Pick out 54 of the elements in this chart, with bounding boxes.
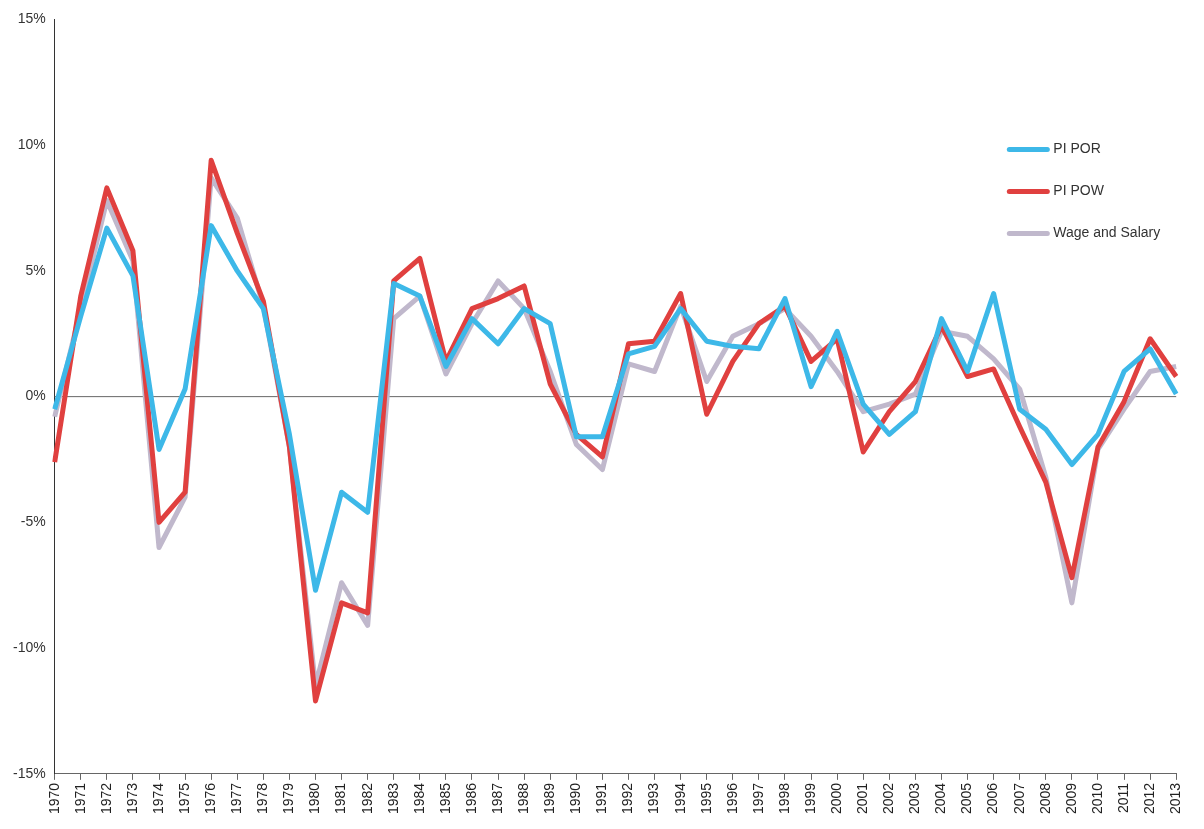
x-tick-label: 2006	[984, 782, 1001, 815]
x-tick-label: 1998	[775, 782, 792, 815]
x-tick-label: 1983	[384, 782, 401, 815]
x-tick-label: 1986	[462, 782, 479, 815]
x-tick-label: 2008	[1036, 782, 1053, 815]
x-tick-label: 1997	[749, 782, 766, 815]
y-tick-label: -15%	[13, 764, 46, 781]
x-tick-label: 2011	[1114, 782, 1131, 813]
x-tick-label: 1973	[123, 782, 140, 815]
x-tick-label: 1992	[619, 782, 636, 815]
x-tick-label: 2012	[1140, 782, 1157, 815]
x-tick-label: 1996	[723, 782, 740, 815]
x-tick-label: 2010	[1088, 782, 1105, 815]
x-tick-label: 1980	[306, 782, 323, 815]
x-tick-label: 1971	[71, 782, 88, 815]
y-tick-label: 5%	[25, 261, 46, 278]
x-tick-label: 1987	[488, 782, 505, 815]
x-tick-label: 2013	[1167, 782, 1184, 815]
legend-label: PI POR	[1053, 140, 1101, 157]
x-tick-label: 2009	[1062, 782, 1079, 815]
x-tick-label: 1984	[410, 782, 427, 815]
y-tick-label: 10%	[17, 136, 46, 152]
x-tick-label: 1978	[254, 782, 271, 815]
y-tick-label: 0%	[25, 387, 46, 404]
x-tick-label: 2004	[932, 782, 949, 815]
y-tick-label: 15%	[17, 10, 46, 27]
x-tick-label: 1989	[541, 782, 558, 815]
x-tick-label: 1977	[228, 782, 245, 815]
x-tick-label: 1979	[280, 782, 297, 815]
x-tick-label: 2003	[906, 782, 923, 815]
x-tick-label: 1976	[202, 782, 219, 815]
x-tick-label: 1982	[358, 782, 375, 815]
y-tick-label: -5%	[20, 513, 46, 530]
legend-label: PI POW	[1053, 182, 1105, 199]
x-tick-label: 1981	[332, 782, 349, 815]
x-tick-label: 1991	[593, 782, 610, 815]
x-tick-label: 1990	[567, 782, 584, 815]
x-tick-label: 1975	[175, 782, 192, 815]
x-tick-label: 1995	[697, 782, 714, 815]
x-tick-label: 2000	[828, 782, 844, 815]
x-tick-label: 1988	[515, 782, 532, 815]
x-tick-label: 2002	[880, 782, 897, 815]
legend-label: Wage and Salary	[1053, 224, 1161, 241]
x-tick-label: 1985	[436, 782, 453, 815]
x-tick-label: 2001	[854, 782, 871, 815]
x-tick-label: 1972	[97, 782, 114, 815]
x-tick-label: 2005	[958, 782, 975, 815]
y-tick-label: -10%	[13, 638, 46, 655]
x-tick-label: 1993	[645, 782, 662, 815]
x-tick-label: 1999	[801, 782, 818, 815]
x-tick-label: 1970	[45, 782, 62, 815]
x-tick-label: 1994	[671, 782, 688, 815]
x-tick-label: 1974	[149, 782, 166, 815]
x-tick-label: 2007	[1010, 782, 1027, 815]
